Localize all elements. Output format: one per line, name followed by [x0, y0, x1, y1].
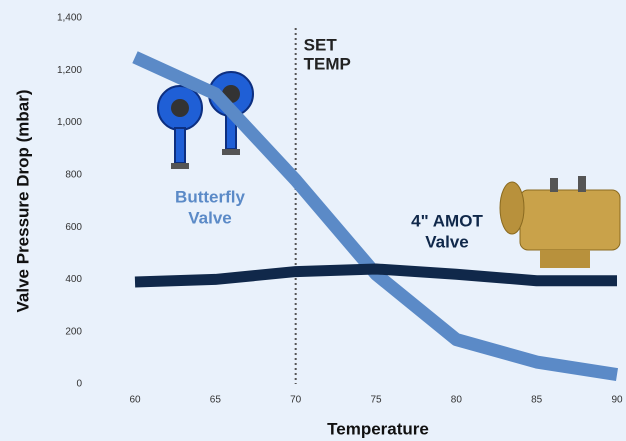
x-tick-label: 85: [531, 395, 543, 406]
series-label: Butterfly: [175, 187, 245, 206]
y-tick-label: 200: [65, 326, 82, 337]
y-tick-label: 0: [76, 379, 82, 390]
y-tick-label: 400: [65, 274, 82, 285]
butterfly-valve-icons: [157, 71, 254, 169]
x-axis-title: Temperature: [327, 419, 429, 438]
y-tick-label: 1,400: [57, 13, 82, 24]
y-tick-label: 1,000: [57, 117, 82, 128]
set-temp-label: SET: [304, 35, 338, 54]
x-tick-label: 80: [451, 395, 463, 406]
set-temp-label: TEMP: [304, 54, 351, 73]
x-tick-label: 60: [129, 395, 141, 406]
y-tick-label: 600: [65, 222, 82, 233]
series-line: [134, 263, 617, 288]
x-tick-label: 65: [210, 395, 222, 406]
y-tick-label: 800: [65, 169, 82, 180]
x-tick-label: 90: [611, 395, 623, 406]
y-axis-title: Valve Pressure Drop (mbar): [13, 90, 32, 313]
series-label: Valve: [425, 232, 469, 251]
y-tick-label: 1,200: [57, 65, 82, 76]
series-label: Valve: [188, 208, 232, 227]
series-label: 4" AMOT: [411, 211, 483, 230]
x-tick-label: 70: [290, 395, 302, 406]
x-tick-label: 75: [370, 395, 382, 406]
amot-valve-icon: [499, 176, 621, 268]
